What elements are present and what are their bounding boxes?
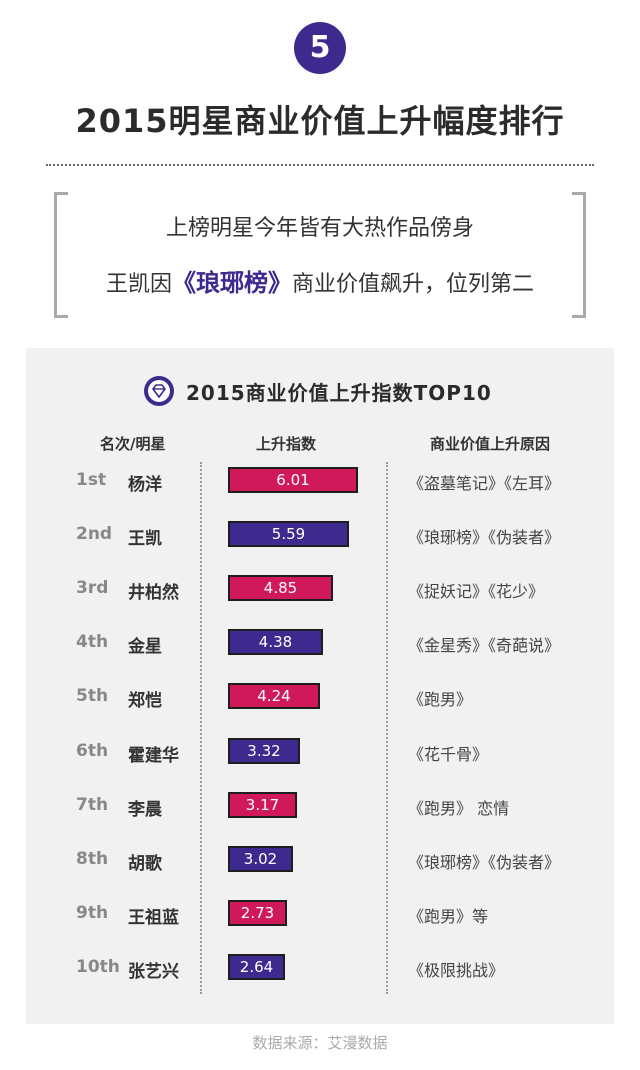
star-name: 王祖蓝 bbox=[128, 907, 179, 928]
reason-text: 《跑男》 恋情 bbox=[408, 798, 510, 818]
index-bar: 2.73 bbox=[228, 899, 287, 926]
table-row: 10th 张艺兴 2.64 《极限挑战》 bbox=[0, 953, 640, 983]
index-bar: 4.85 bbox=[228, 575, 333, 602]
intro-line-2-after: 商业价值飙升，位列第二 bbox=[292, 272, 535, 297]
star-name: 张艺兴 bbox=[128, 961, 179, 982]
chart-title: 2015商业价值上升指数TOP10 bbox=[186, 381, 492, 405]
star-name: 井柏然 bbox=[128, 583, 179, 604]
rank-label: 1st bbox=[76, 470, 107, 490]
rank-label: 4th bbox=[76, 632, 109, 653]
section-number-badge: 5 bbox=[294, 22, 346, 74]
intro-highlight: 《琅琊榜》 bbox=[172, 269, 292, 297]
reason-text: 《跑男》等 bbox=[408, 906, 489, 926]
table-row: 6th 霍建华 3.32 《花千骨》 bbox=[0, 737, 640, 767]
reason-text: 《琅琊榜》《伪装者》 bbox=[408, 528, 561, 548]
column-header-rank: 名次/明星 bbox=[100, 435, 166, 453]
diamond-icon bbox=[144, 376, 174, 406]
star-name: 霍建华 bbox=[128, 745, 179, 766]
column-header-index: 上升指数 bbox=[256, 435, 317, 453]
reason-text: 《捉妖记》《花少》 bbox=[408, 582, 545, 602]
dotted-divider bbox=[46, 164, 594, 166]
left-bracket bbox=[54, 192, 68, 318]
index-bar: 3.32 bbox=[228, 737, 300, 764]
table-row: 8th 胡歌 3.02 《琅琊榜》《伪装者》 bbox=[0, 845, 640, 875]
reason-text: 《盗墓笔记》《左耳》 bbox=[408, 474, 561, 493]
rank-label: 9th bbox=[76, 902, 109, 923]
rank-label: 5th bbox=[76, 686, 109, 707]
index-bar: 3.17 bbox=[228, 791, 297, 818]
star-name: 胡歌 bbox=[128, 853, 162, 874]
rank-label: 3rd bbox=[76, 578, 109, 599]
intro-line-1: 上榜明星今年皆有大热作品傍身 bbox=[165, 216, 474, 241]
table-row: 4th 金星 4.38 《金星秀》《奇葩说》 bbox=[0, 628, 640, 658]
table-row: 2nd 王凯 5.59 《琅琊榜》《伪装者》 bbox=[0, 520, 640, 550]
index-bar: 6.01 bbox=[228, 467, 358, 493]
intro-line-2: 王凯因《琅琊榜》商业价值飙升，位列第二 bbox=[70, 263, 570, 298]
star-name: 李晨 bbox=[128, 799, 162, 820]
reason-text: 《极限挑战》 bbox=[408, 960, 505, 980]
page-title: 2015明星商业价值上升幅度排行 bbox=[75, 102, 565, 140]
index-bar: 4.24 bbox=[228, 683, 320, 710]
reason-text: 《跑男》 bbox=[408, 690, 473, 710]
index-bar: 5.59 bbox=[228, 521, 349, 548]
rank-label: 10th bbox=[76, 956, 120, 977]
index-bar: 2.64 bbox=[228, 953, 285, 980]
table-row: 3rd 井柏然 4.85 《捉妖记》《花少》 bbox=[0, 574, 640, 604]
intro-line-2-before: 王凯因 bbox=[105, 272, 172, 297]
table-row: 1st 杨洋 6.01 《盗墓笔记》《左耳》 bbox=[0, 466, 640, 496]
star-name: 金星 bbox=[128, 637, 162, 658]
column-divider-1 bbox=[200, 462, 202, 994]
reason-text: 《金星秀》《奇葩说》 bbox=[408, 636, 561, 656]
rank-label: 8th bbox=[76, 848, 109, 869]
rank-label: 2nd bbox=[76, 524, 113, 545]
column-header-reason: 商业价值上升原因 bbox=[430, 435, 551, 453]
reason-text: 《琅琊榜》《伪装者》 bbox=[408, 852, 561, 872]
star-name: 郑恺 bbox=[128, 691, 162, 712]
index-bar: 3.02 bbox=[228, 845, 293, 872]
right-bracket bbox=[572, 192, 586, 318]
table-row: 7th 李晨 3.17 《跑男》 恋情 bbox=[0, 791, 640, 821]
reason-text: 《花千骨》 bbox=[408, 744, 489, 764]
rank-label: 6th bbox=[76, 740, 109, 761]
chart-panel bbox=[26, 348, 614, 1024]
star-name: 王凯 bbox=[128, 529, 162, 550]
data-source: 数据来源：艾漫数据 bbox=[252, 1034, 388, 1052]
table-row: 5th 郑恺 4.24 《跑男》 bbox=[0, 682, 640, 712]
rank-label: 7th bbox=[76, 794, 109, 815]
table-row: 9th 王祖蓝 2.73 《跑男》等 bbox=[0, 899, 640, 929]
star-name: 杨洋 bbox=[128, 475, 162, 495]
column-divider-2 bbox=[386, 462, 388, 994]
index-bar: 4.38 bbox=[228, 629, 323, 656]
